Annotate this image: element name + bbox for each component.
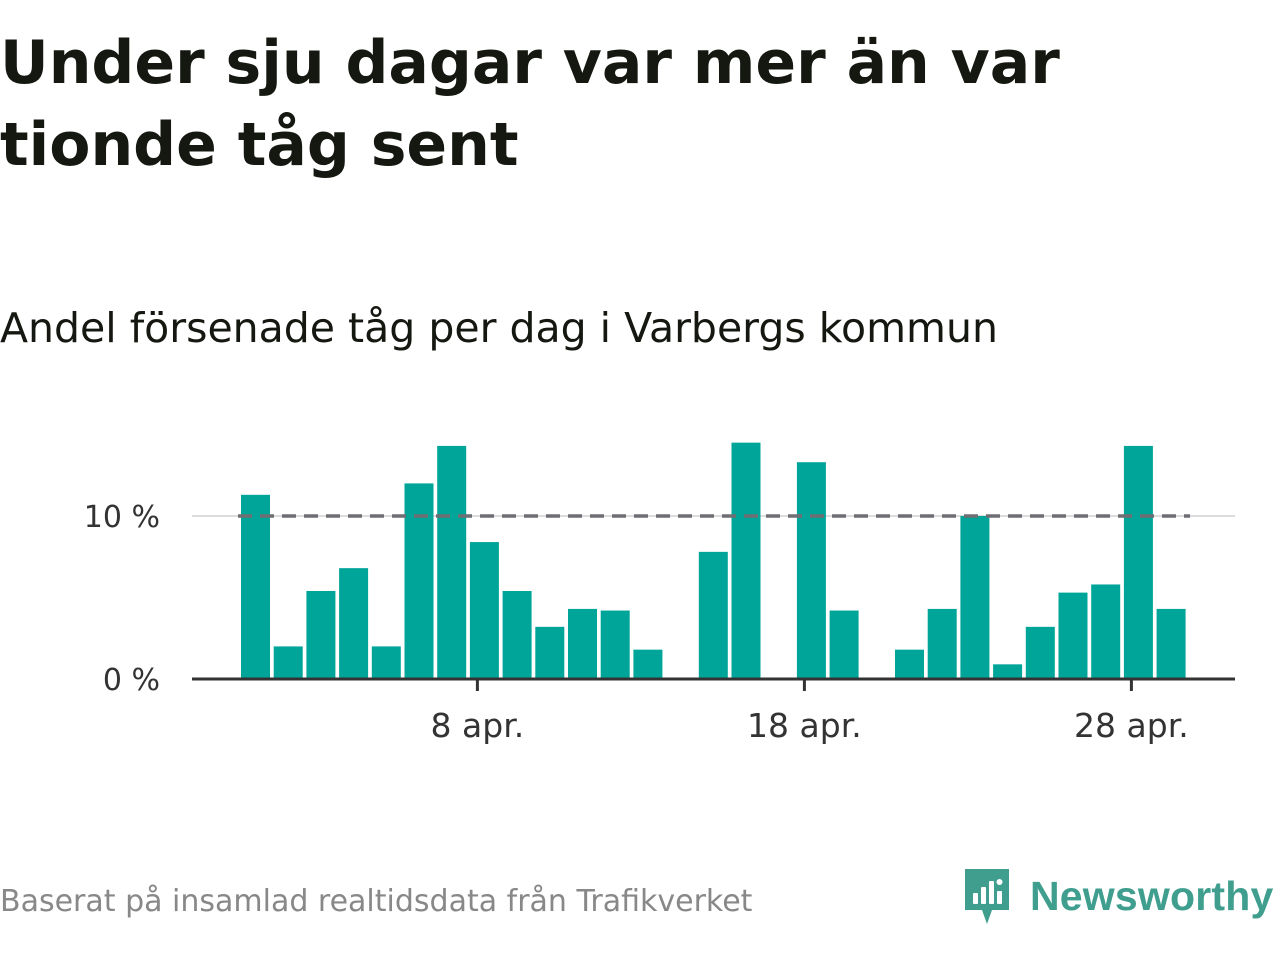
y-tick-label: 0 % [103,663,160,698]
brand-name: Newsworthy [1030,872,1274,919]
bar [731,442,761,679]
bar [306,590,336,679]
bar [1058,592,1088,679]
bar [568,608,597,679]
y-axis-ticks: 0 % 10 % [84,500,160,698]
chart-title: Under sju dagar var mer än var tionde tå… [0,28,1060,180]
x-axis-ticks: 8 apr. 18 apr. 28 apr. [431,706,1189,745]
newsworthy-logo-icon [965,869,1009,924]
bar [502,590,532,679]
bar [1091,584,1121,679]
x-tick-label: 8 apr. [431,706,525,745]
x-tick-label: 28 apr. [1074,706,1189,745]
bar [469,542,499,679]
bar [404,483,434,679]
chart-subtitle: Andel försenade tåg per dag i Varbergs k… [0,304,998,352]
bar [960,516,990,679]
bar [796,462,826,679]
bar [1025,626,1055,679]
bar [437,445,467,679]
bar-chart: 0 % 10 % 8 apr. 18 apr. 28 apr. [84,442,1235,745]
bar [600,610,630,679]
bar [339,568,369,679]
bar [895,649,924,679]
bar [535,626,565,679]
x-axis [192,677,1235,691]
bar [927,608,957,679]
bar [241,494,270,679]
x-tick-label: 18 apr. [747,706,862,745]
bar [633,649,663,679]
bars [241,442,1186,679]
bar [371,646,401,679]
bar [993,664,1023,679]
brand-logo: Newsworthy [962,864,1274,928]
bar [1123,445,1153,679]
bar [698,551,728,679]
bar [1156,608,1186,679]
source-note: Baserat på insamlad realtidsdata från Tr… [0,884,753,919]
bar [273,646,303,679]
y-tick-label: 10 % [84,500,160,535]
bar [829,610,859,679]
